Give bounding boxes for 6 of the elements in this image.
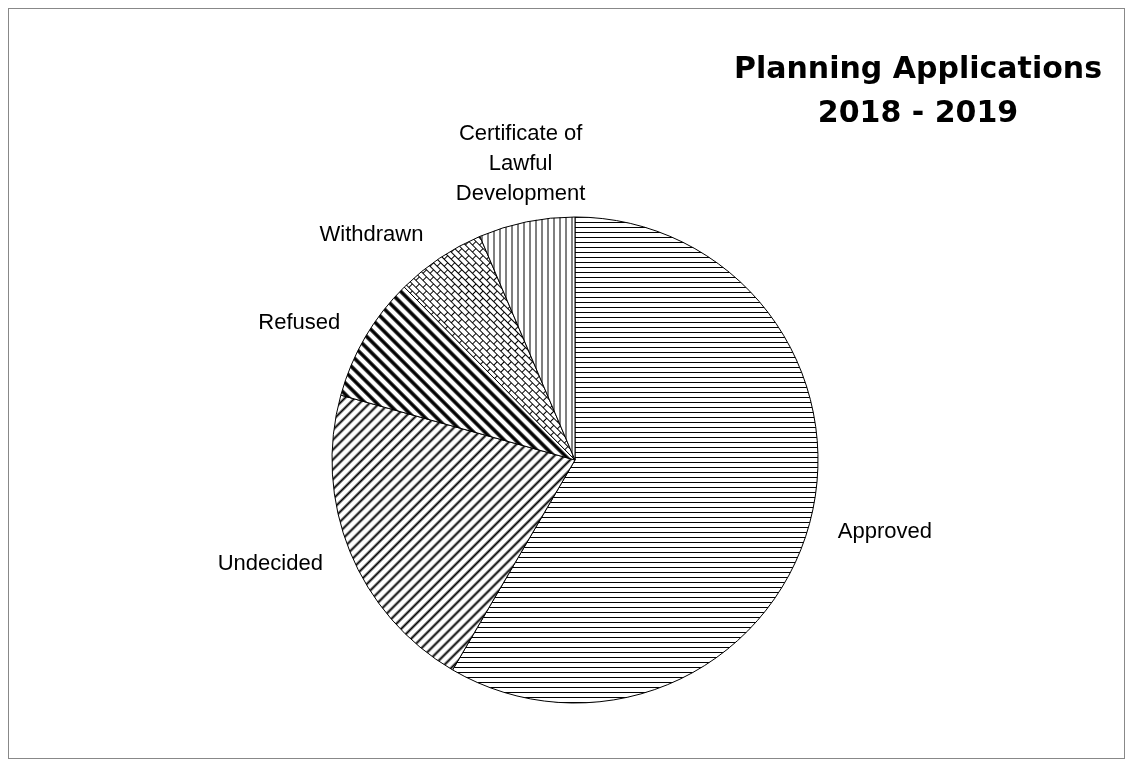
- chart-title: Planning Applications 2018 - 2019: [734, 50, 1102, 129]
- slice-label: Withdrawn: [319, 220, 424, 246]
- slice-label: Refused: [258, 309, 341, 335]
- slice-label: Approved: [837, 517, 932, 543]
- slice-label: Certificate of Lawful Development: [455, 120, 586, 206]
- slice-label: Undecided: [217, 549, 323, 575]
